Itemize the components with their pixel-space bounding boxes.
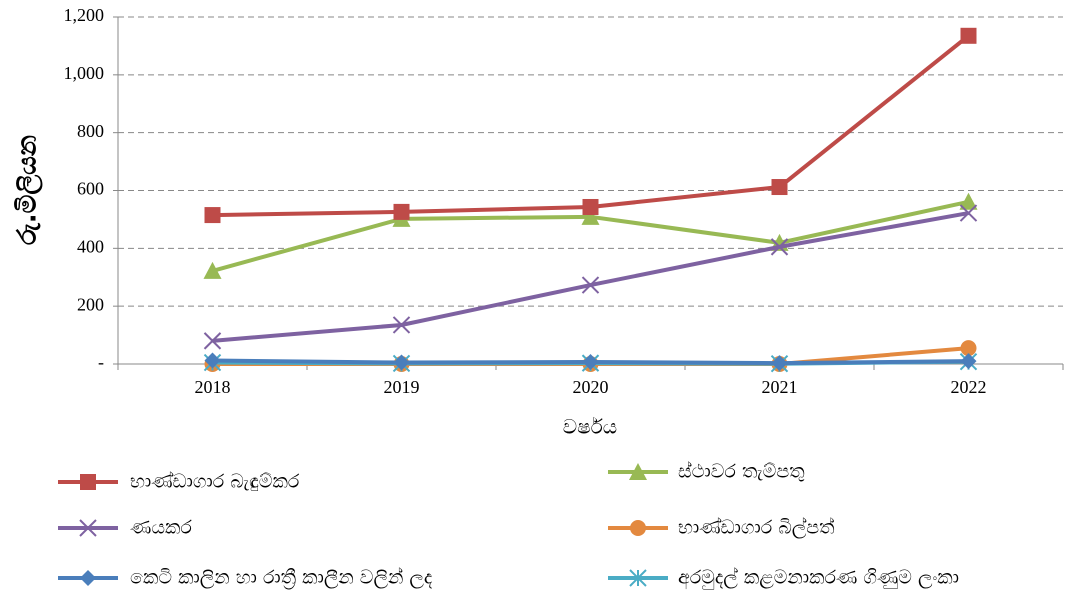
marker	[80, 474, 96, 490]
marker	[392, 316, 411, 334]
marker	[581, 276, 600, 294]
marker	[581, 207, 600, 225]
x-tick-label: 2019	[384, 377, 420, 397]
marker	[960, 27, 977, 44]
legend-label: ණයකර	[130, 517, 192, 539]
marker	[393, 354, 410, 371]
marker	[960, 353, 977, 370]
marker	[629, 463, 647, 480]
marker	[959, 192, 978, 210]
marker	[79, 519, 97, 537]
marker	[959, 204, 978, 222]
x-tick-label: 2020	[573, 377, 609, 397]
series-line	[212, 34, 970, 218]
legend-label: භාණ්ඩාගාර බිල්පත්	[678, 516, 835, 538]
marker	[582, 353, 599, 370]
legend-label: ස්ථාවර තැම්පතු	[678, 460, 805, 482]
x-tick-label: 2021	[762, 377, 798, 397]
marker	[960, 340, 977, 357]
legend-label: භාණ්ඩාගාර බැඳුම්කර	[130, 470, 300, 492]
y-tick-label: 1,000	[64, 63, 105, 83]
y-tick-label: 600	[77, 179, 104, 199]
marker	[630, 520, 646, 536]
y-tick-label: -	[98, 352, 104, 372]
y-tick-label: 1,200	[64, 5, 105, 25]
marker	[771, 179, 788, 196]
marker	[204, 207, 221, 224]
marker	[393, 203, 410, 220]
y-tick-label: 200	[77, 294, 104, 314]
marker	[204, 352, 221, 369]
x-axis-label: වර්ෂය	[563, 415, 617, 439]
legend-label: අරමුදල් කළමනාකරණ ගිණුම ලංකා	[678, 566, 959, 590]
marker	[80, 570, 96, 586]
y-tick-label: 400	[77, 236, 104, 256]
x-tick-label: 2022	[951, 377, 987, 397]
marker	[770, 238, 789, 256]
marker	[582, 198, 599, 215]
x-tick-label: 2018	[195, 377, 231, 397]
marker	[203, 332, 222, 350]
marker	[203, 261, 222, 279]
marker	[771, 355, 788, 372]
series-line	[212, 211, 969, 343]
y-axis-label: රු.මිලියන	[13, 135, 44, 245]
legend-label: කෙටි කාලින හා රාත්‍රී කාලීන වලින් ලද	[130, 566, 433, 589]
y-tick-label: 800	[77, 121, 104, 141]
marker	[629, 569, 647, 587]
